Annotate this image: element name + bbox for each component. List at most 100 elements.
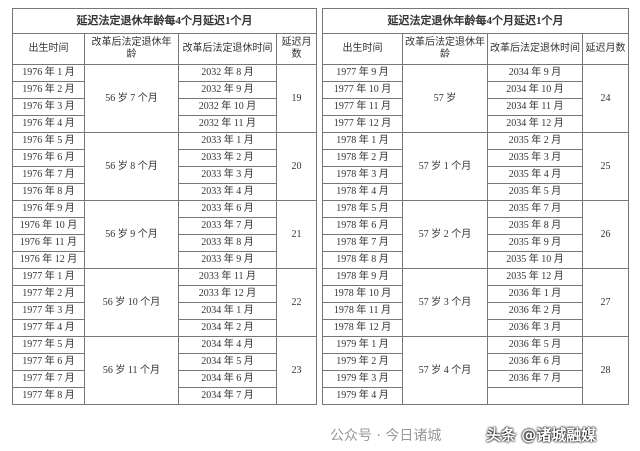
column-header: 改革后法定退休时间 bbox=[178, 33, 277, 65]
birth-date: 1979 年 2 月 bbox=[322, 353, 403, 371]
retirement-time: 2034 年 1 月 bbox=[178, 302, 277, 320]
retirement-age: 57 岁 4 个月 bbox=[402, 336, 488, 405]
retirement-time: 2034 年 12 月 bbox=[487, 115, 583, 133]
wechat-watermark: 公众号 · 今日诸城 bbox=[330, 428, 442, 444]
table-row: 1977 年 12 月 2034 年 12 月 bbox=[322, 115, 629, 133]
retirement-time: 2036 年 1 月 bbox=[487, 285, 583, 303]
birth-date: 1977 年 1 月 bbox=[12, 268, 85, 286]
birth-date: 1977 年 6 月 bbox=[12, 353, 85, 371]
birth-date: 1978 年 12 月 bbox=[322, 319, 403, 337]
retirement-time: 2035 年 7 月 bbox=[487, 200, 583, 218]
retirement-time: 2035 年 9 月 bbox=[487, 234, 583, 252]
table-row: 1978 年 2 月 2035 年 3 月 bbox=[322, 149, 629, 167]
table-row: 1979 年 1 月 57 岁 4 个月 2036 年 5 月 28 bbox=[322, 336, 629, 405]
column-header: 出生时间 bbox=[322, 33, 403, 65]
birth-date: 1976 年 3 月 bbox=[12, 98, 85, 116]
birth-date: 1976 年 12 月 bbox=[12, 251, 85, 269]
column-header: 改革后法定退休年龄 bbox=[84, 33, 179, 65]
column-header: 延迟月数 bbox=[582, 33, 629, 65]
birth-date: 1978 年 8 月 bbox=[322, 251, 403, 269]
column-header: 改革后法定退休时间 bbox=[487, 33, 583, 65]
retirement-time: 2033 年 9 月 bbox=[178, 251, 277, 269]
retirement-age: 56 岁 7 个月 bbox=[84, 64, 179, 133]
table-row: 1978 年 7 月 2035 年 9 月 bbox=[322, 234, 629, 252]
table-row: 1976 年 12 月 2033 年 9 月 bbox=[12, 251, 317, 269]
table-row: 1979 年 4 月 bbox=[322, 387, 629, 405]
delay-months: 28 bbox=[582, 336, 629, 405]
delay-months: 25 bbox=[582, 132, 629, 201]
birth-date: 1978 年 7 月 bbox=[322, 234, 403, 252]
table-row: 1977 年 11 月 2034 年 11 月 bbox=[322, 98, 629, 116]
birth-date: 1977 年 3 月 bbox=[12, 302, 85, 320]
birth-date: 1978 年 4 月 bbox=[322, 183, 403, 201]
birth-date: 1977 年 12 月 bbox=[322, 115, 403, 133]
retirement-time: 2033 年 4 月 bbox=[178, 183, 277, 201]
retirement-time: 2036 年 2 月 bbox=[487, 302, 583, 320]
retirement-age: 56 岁 9 个月 bbox=[84, 200, 179, 269]
delay-months: 19 bbox=[276, 64, 317, 133]
table-title: 延迟法定退休年龄每4个月延迟1个月 bbox=[12, 8, 317, 34]
table-row: 1976 年 3 月 2032 年 10 月 bbox=[12, 98, 317, 116]
birth-date: 1976 年 8 月 bbox=[12, 183, 85, 201]
retirement-age: 56 岁 8 个月 bbox=[84, 132, 179, 201]
retirement-time: 2032 年 10 月 bbox=[178, 98, 277, 116]
birth-date: 1976 年 10 月 bbox=[12, 217, 85, 235]
birth-date: 1976 年 7 月 bbox=[12, 166, 85, 184]
table-row: 1976 年 1 月 56 岁 7 个月 2032 年 8 月 19 bbox=[12, 64, 317, 133]
delay-months: 24 bbox=[582, 64, 629, 133]
birth-date: 1978 年 9 月 bbox=[322, 268, 403, 286]
table-row: 1978 年 3 月 2035 年 4 月 bbox=[322, 166, 629, 184]
delay-months: 20 bbox=[276, 132, 317, 201]
table-row: 1976 年 7 月 2033 年 3 月 bbox=[12, 166, 317, 184]
delay-months: 26 bbox=[582, 200, 629, 269]
birth-date: 1977 年 5 月 bbox=[12, 336, 85, 354]
delay-months: 21 bbox=[276, 200, 317, 269]
birth-date: 1978 年 2 月 bbox=[322, 149, 403, 167]
column-header: 延迟月数 bbox=[276, 33, 317, 65]
birth-date: 1977 年 7 月 bbox=[12, 370, 85, 388]
birth-date: 1979 年 1 月 bbox=[322, 336, 403, 354]
birth-date: 1976 年 11 月 bbox=[12, 234, 85, 252]
retirement-time: 2034 年 5 月 bbox=[178, 353, 277, 371]
retirement-time: 2035 年 3 月 bbox=[487, 149, 583, 167]
retirement-table-left: 延迟法定退休年龄每4个月延迟1个月 出生时间 改革后法定退休年龄 改革后法定退休时间延… bbox=[12, 8, 317, 405]
retirement-age: 57 岁 bbox=[402, 64, 488, 133]
retirement-age: 56 岁 10 个月 bbox=[84, 268, 179, 337]
retirement-time: 2034 年 11 月 bbox=[487, 98, 583, 116]
retirement-time: 2033 年 11 月 bbox=[178, 268, 277, 286]
table-row: 1978 年 5 月 57 岁 2 个月 2035 年 7 月 26 bbox=[322, 200, 629, 269]
retirement-time: 2034 年 2 月 bbox=[178, 319, 277, 337]
birth-date: 1978 年 1 月 bbox=[322, 132, 403, 150]
birth-date: 1977 年 9 月 bbox=[322, 64, 403, 82]
birth-date: 1977 年 2 月 bbox=[12, 285, 85, 303]
retirement-age: 57 岁 3 个月 bbox=[402, 268, 488, 337]
retirement-time: 2032 年 11 月 bbox=[178, 115, 277, 133]
table-row: 1978 年 8 月 2035 年 10 月 bbox=[322, 251, 629, 269]
retirement-time: 2035 年 12 月 bbox=[487, 268, 583, 286]
toutiao-watermark: 头条 @诸城融媒 bbox=[486, 426, 597, 444]
delay-months: 22 bbox=[276, 268, 317, 337]
retirement-time: 2033 年 7 月 bbox=[178, 217, 277, 235]
retirement-time: 2034 年 10 月 bbox=[487, 81, 583, 99]
table-row: 1977 年 8 月 2034 年 7 月 bbox=[12, 387, 317, 405]
retirement-time: 2034 年 7 月 bbox=[178, 387, 277, 405]
retirement-time: 2032 年 8 月 bbox=[178, 64, 277, 82]
retirement-time: 2033 年 6 月 bbox=[178, 200, 277, 218]
table-row: 1976 年 8 月 2033 年 4 月 bbox=[12, 183, 317, 201]
retirement-age: 57 岁 2 个月 bbox=[402, 200, 488, 269]
table-row: 1977 年 4 月 2034 年 2 月 bbox=[12, 319, 317, 337]
table-row: 1976 年 11 月 2033 年 8 月 bbox=[12, 234, 317, 252]
birth-date: 1976 年 4 月 bbox=[12, 115, 85, 133]
retirement-time: 2033 年 8 月 bbox=[178, 234, 277, 252]
table-row: 1977 年 5 月 56 岁 11 个月 2034 年 4 月 23 bbox=[12, 336, 317, 405]
birth-date: 1977 年 11 月 bbox=[322, 98, 403, 116]
birth-date: 1977 年 10 月 bbox=[322, 81, 403, 99]
retirement-time: 2036 年 6 月 bbox=[487, 353, 583, 371]
birth-date: 1976 年 9 月 bbox=[12, 200, 85, 218]
retirement-time: 2032 年 9 月 bbox=[178, 81, 277, 99]
birth-date: 1979 年 3 月 bbox=[322, 370, 403, 388]
table-row: 1976 年 6 月 2033 年 2 月 bbox=[12, 149, 317, 167]
birth-date: 1978 年 10 月 bbox=[322, 285, 403, 303]
table-row: 1977 年 1 月 56 岁 10 个月 2033 年 11 月 22 bbox=[12, 268, 317, 337]
retirement-age: 56 岁 11 个月 bbox=[84, 336, 179, 405]
